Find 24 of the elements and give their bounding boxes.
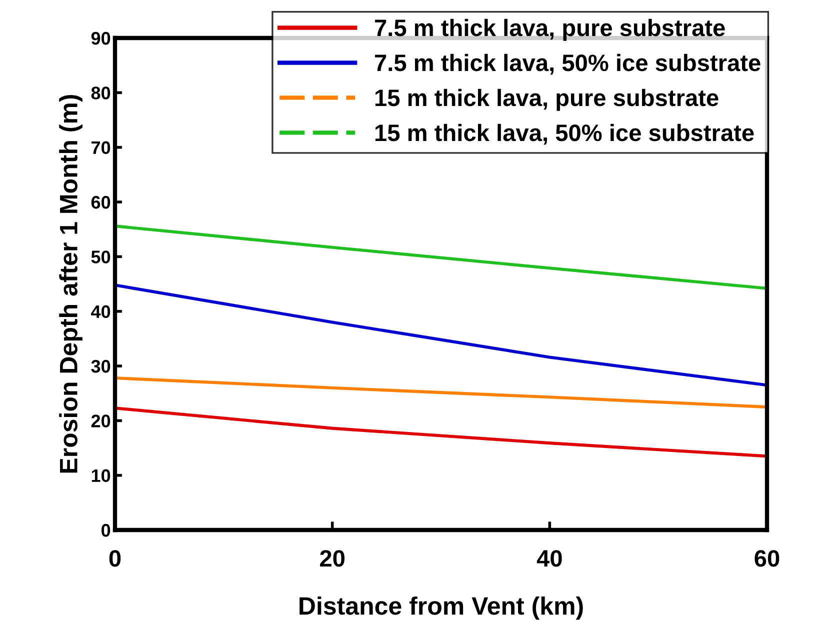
y-tick-label: 50 xyxy=(91,250,110,264)
legend-label: 15 m thick lava, 50% ice substrate xyxy=(375,124,754,145)
x-tick-label: 40 xyxy=(536,550,562,567)
line-series xyxy=(115,284,767,387)
legend-label: 7.5 m thick lava, pure substrate xyxy=(374,18,725,41)
x-tick-label: 20 xyxy=(320,550,344,567)
x-tick-label: 60 xyxy=(754,550,780,567)
legend-label: 15 m thick lava, pure substrate xyxy=(375,88,718,111)
y-tick-label: 60 xyxy=(91,196,110,209)
y-tick-label: 90 xyxy=(91,32,110,45)
y-tick-label: 40 xyxy=(91,305,110,318)
y-axis-title: Erosion Depth after 1 Month (m) xyxy=(59,94,82,473)
y-tick-label: 0 xyxy=(102,524,110,537)
y-tick-label: 20 xyxy=(91,414,110,428)
legend-label: 7.5 m thick lava, 50% ice substrate xyxy=(374,54,760,75)
x-tick-label: 0 xyxy=(109,550,121,567)
y-tick-label: 30 xyxy=(91,360,110,373)
line-series xyxy=(115,376,767,409)
y-tick-label: 70 xyxy=(92,141,110,154)
y-tick-label: 80 xyxy=(91,86,110,100)
line-series xyxy=(115,224,767,290)
x-axis-title: Distance from Vent (km) xyxy=(300,596,583,620)
y-tick-label: 10 xyxy=(92,469,110,482)
line-series xyxy=(115,406,767,458)
